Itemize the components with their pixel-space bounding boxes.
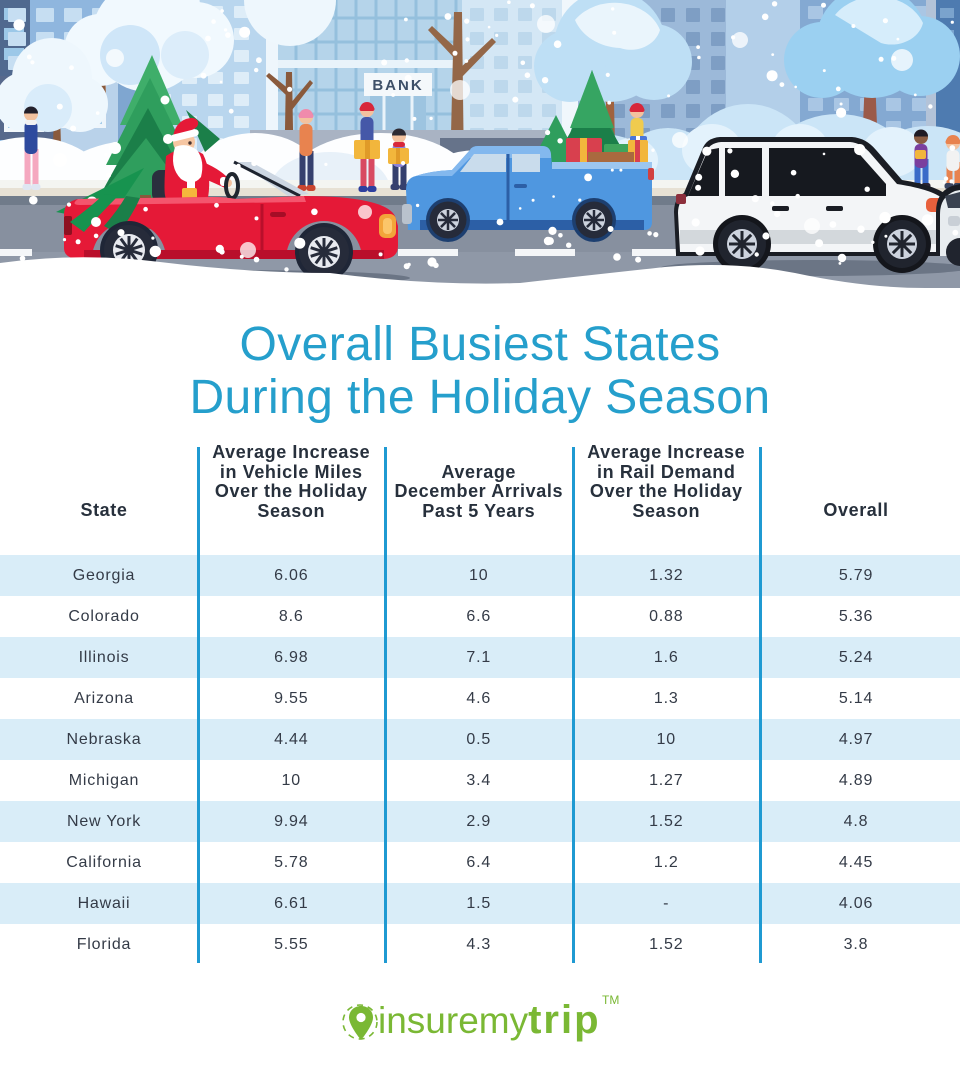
svg-text:TM: TM	[602, 993, 619, 1007]
svg-text:insuremytrip: insuremytrip	[378, 998, 601, 1042]
svg-text:BANK: BANK	[372, 77, 423, 94]
